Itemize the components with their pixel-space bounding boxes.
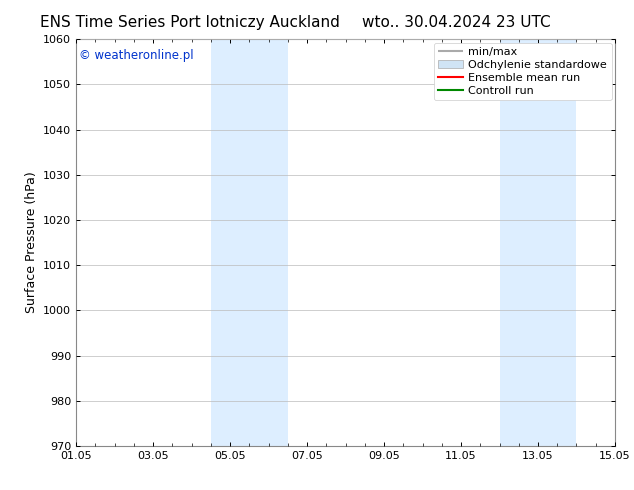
Text: ENS Time Series Port lotniczy Auckland: ENS Time Series Port lotniczy Auckland: [41, 15, 340, 30]
Legend: min/max, Odchylenie standardowe, Ensemble mean run, Controll run: min/max, Odchylenie standardowe, Ensembl…: [434, 43, 612, 100]
Y-axis label: Surface Pressure (hPa): Surface Pressure (hPa): [25, 172, 37, 314]
Bar: [500, 39, 576, 446]
Text: wto.. 30.04.2024 23 UTC: wto.. 30.04.2024 23 UTC: [362, 15, 551, 30]
Text: © weatheronline.pl: © weatheronline.pl: [79, 49, 193, 62]
Bar: [210, 39, 288, 446]
